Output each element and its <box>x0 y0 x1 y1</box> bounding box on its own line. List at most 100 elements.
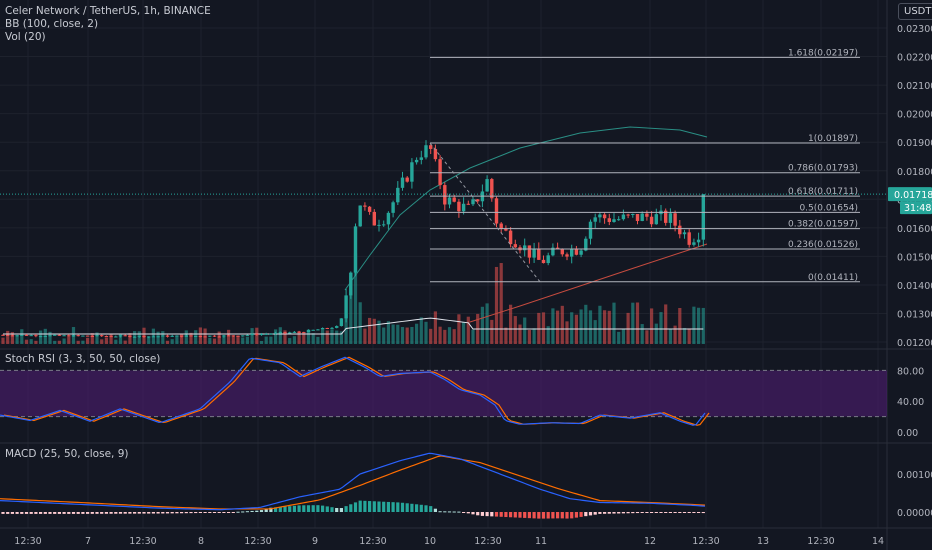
volume-bar <box>231 336 235 344</box>
volume-bar <box>377 320 381 344</box>
volume-bar <box>180 333 184 344</box>
macd-histogram-bar <box>433 508 437 512</box>
candle-body <box>523 245 527 251</box>
volume-bar <box>443 329 447 344</box>
macd-histogram-bar <box>617 512 621 514</box>
candle-body <box>6 334 10 336</box>
volume-bar <box>518 324 522 344</box>
volume-bar <box>189 332 193 344</box>
last-price-badge <box>888 187 932 202</box>
fib-level-label: 0(0.01411) <box>808 273 858 283</box>
candle-body <box>128 335 132 337</box>
candle-body <box>288 332 292 334</box>
volume-bar <box>386 321 390 344</box>
macd-histogram-bar <box>330 507 334 512</box>
candle-body <box>76 335 80 337</box>
macd-histogram-bar <box>189 512 193 514</box>
macd-histogram-bar <box>466 512 470 514</box>
volume-bar <box>541 312 546 344</box>
volume-bar <box>292 336 296 344</box>
candle-body <box>292 331 297 333</box>
volume-bar <box>415 323 419 344</box>
candle-body <box>696 239 701 243</box>
macd-histogram-bar <box>429 506 433 512</box>
candle-body <box>208 335 212 337</box>
candle-body <box>508 230 513 245</box>
volume-bar <box>222 336 226 344</box>
volume-bar <box>565 321 569 344</box>
candle-body <box>546 255 550 264</box>
candle-body <box>367 206 372 212</box>
volume-bar <box>372 318 376 344</box>
candle-body <box>1 334 5 336</box>
volume-bar <box>527 330 531 344</box>
volume-bar <box>424 321 428 344</box>
macd-histogram-bar <box>255 510 259 512</box>
volume-bar <box>551 308 555 344</box>
volume-bar <box>382 327 386 344</box>
candle-body <box>109 336 113 338</box>
candle-body <box>457 201 461 212</box>
time-tick: 12:30 <box>692 536 719 547</box>
candle-body <box>570 248 574 257</box>
macd-histogram-bar <box>114 512 118 514</box>
candle-body <box>57 334 62 336</box>
volume-bar <box>194 330 198 344</box>
volume-bar <box>86 337 90 344</box>
macd-histogram-bar <box>241 511 245 513</box>
volume-bar <box>480 306 484 344</box>
macd-histogram-bar <box>405 503 409 512</box>
macd-histogram-bar <box>598 512 602 514</box>
bb-basis-line <box>469 243 708 323</box>
volume-bar <box>212 338 217 344</box>
macd-histogram-bar <box>283 506 287 512</box>
macd-histogram-bar <box>39 512 43 514</box>
candle-body <box>142 335 146 338</box>
candle-body <box>621 214 626 220</box>
currency-button[interactable]: USDT <box>898 3 932 20</box>
last-price-value: 0.01718 <box>894 190 932 201</box>
volume-bar <box>217 331 221 344</box>
time-tick: 7 <box>85 536 91 547</box>
candle-body <box>673 213 677 226</box>
volume-bar <box>588 310 593 344</box>
macd-histogram-bar <box>306 505 311 512</box>
candle-body <box>471 199 475 205</box>
candle-body <box>24 334 29 336</box>
candle-body <box>649 216 654 225</box>
candle-body <box>10 335 15 337</box>
volume-bar <box>109 334 113 344</box>
candle-body <box>62 335 66 337</box>
volume-bar <box>494 266 499 344</box>
candle-body <box>372 211 376 226</box>
candle-body <box>226 335 231 337</box>
volume-bar <box>645 330 649 344</box>
macd-histogram-bar <box>400 502 405 512</box>
volume-bar <box>316 336 320 344</box>
candle-body <box>537 248 541 260</box>
macd-histogram-bar <box>48 512 52 514</box>
macd-histogram-bar <box>537 512 541 519</box>
macd-histogram-bar <box>527 512 531 519</box>
volume-bar <box>95 332 99 344</box>
time-tick: 9 <box>312 536 318 547</box>
candle-body <box>701 194 705 240</box>
macd-histogram-bar <box>654 512 658 513</box>
macd-histogram-bar <box>67 512 71 514</box>
candle-body <box>118 335 123 337</box>
macd-histogram-bar <box>104 512 108 514</box>
macd-histogram-bar <box>128 512 132 514</box>
candle-body <box>217 336 221 338</box>
volume-bar <box>410 326 414 344</box>
volume-bar <box>349 275 353 344</box>
macd-histogram-bar <box>607 512 611 514</box>
volume-bar <box>682 327 687 344</box>
candle-body <box>443 185 447 205</box>
macd-histogram-bar <box>175 512 179 514</box>
macd-histogram-bar <box>499 512 503 517</box>
volume-bar <box>485 303 489 344</box>
